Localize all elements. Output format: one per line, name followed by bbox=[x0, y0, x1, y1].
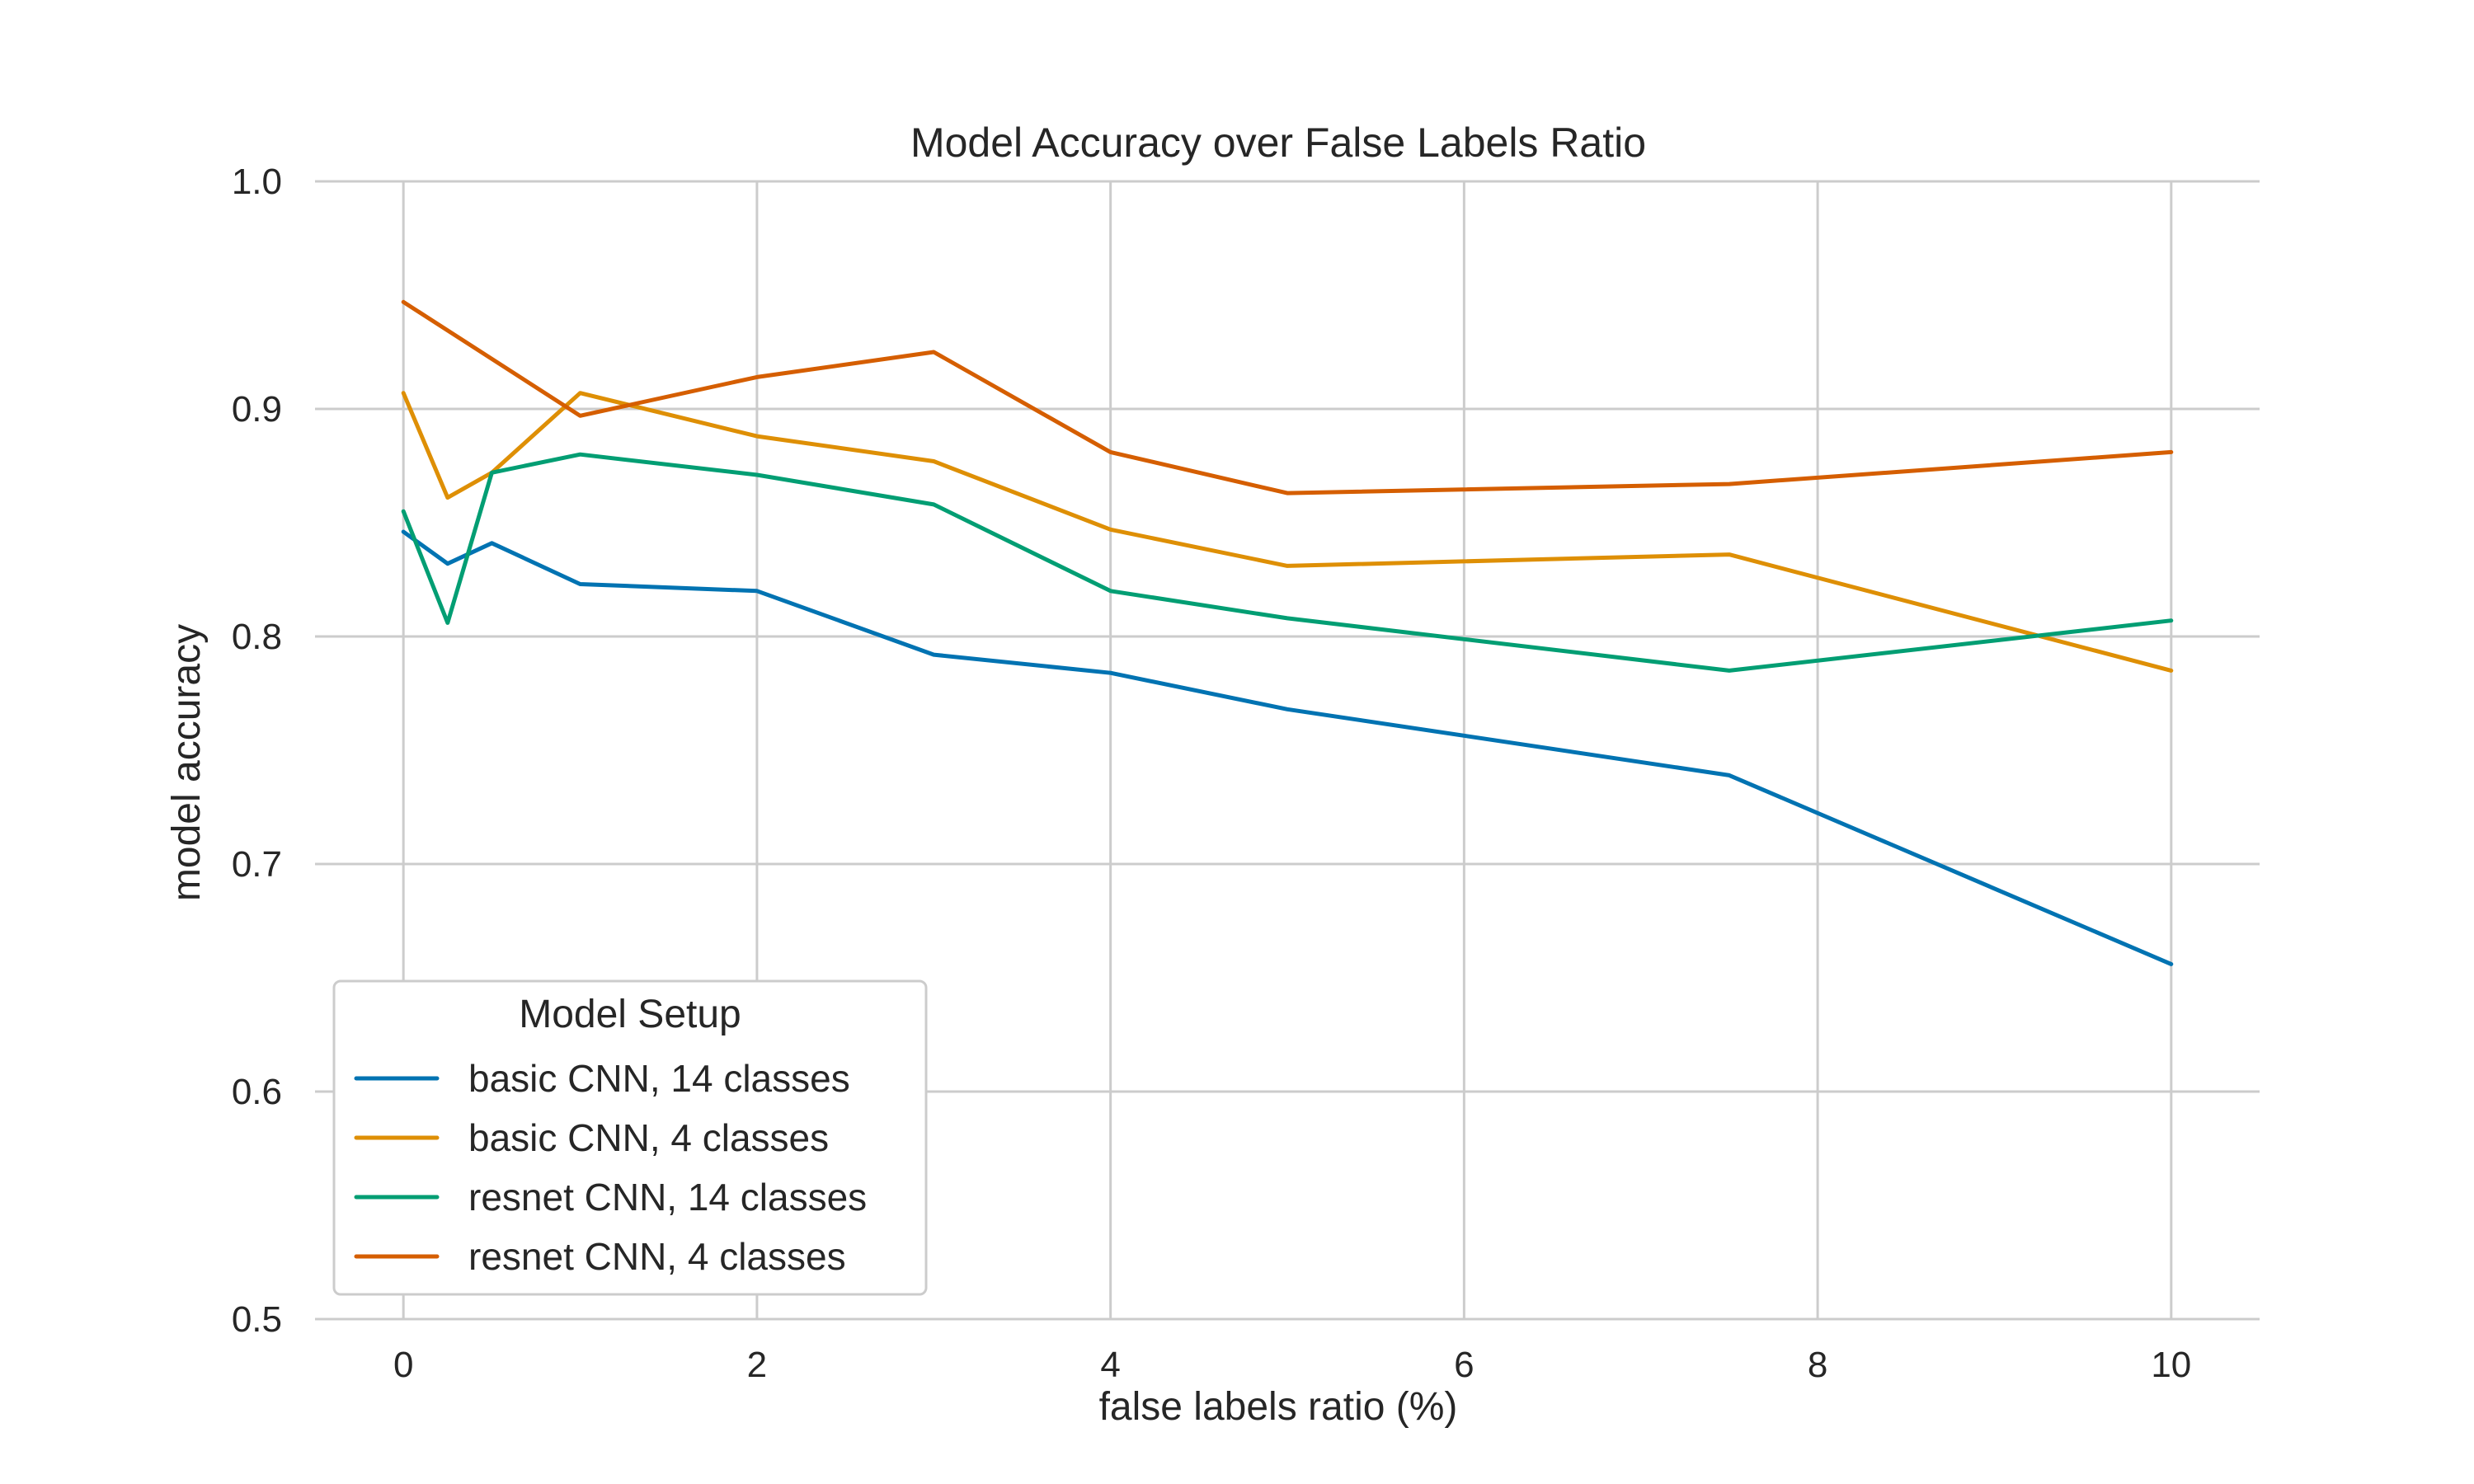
series-line-basic-cnn-4-classes bbox=[401, 391, 2174, 673]
y-tick-label: 0.8 bbox=[232, 617, 282, 657]
grid-lines bbox=[315, 180, 2260, 1321]
legend-label-resnet-cnn-14-classes: resnet CNN, 14 classes bbox=[468, 1176, 867, 1219]
tick-labels: 0.5 0.6 0.7 0.8 0.9 1.0 0 2 4 6 8 10 bbox=[232, 162, 2191, 1385]
legend-label-basic-cnn-4-classes: basic CNN, 4 classes bbox=[468, 1116, 829, 1159]
y-tick-label: 0.7 bbox=[232, 844, 282, 885]
series-lines bbox=[401, 299, 2174, 966]
y-tick-label: 0.6 bbox=[232, 1072, 282, 1112]
x-tick-label: 4 bbox=[1100, 1345, 1120, 1385]
y-axis-label: model accuracy bbox=[165, 624, 209, 901]
legend-label-resnet-cnn-4-classes: resnet CNN, 4 classes bbox=[468, 1235, 846, 1278]
x-tick-label: 6 bbox=[1454, 1345, 1474, 1385]
series-line-resnet-cnn-4-classes bbox=[401, 299, 2174, 495]
x-tick-label: 8 bbox=[1808, 1345, 1827, 1385]
y-tick-label: 0.9 bbox=[232, 389, 282, 430]
chart-title: Model Accuracy over False Labels Ratio bbox=[910, 120, 1646, 166]
x-tick-label: 2 bbox=[747, 1345, 767, 1385]
y-tick-label: 0.5 bbox=[232, 1299, 282, 1340]
legend-label-basic-cnn-14-classes: basic CNN, 14 classes bbox=[468, 1057, 850, 1100]
x-axis-label: false labels ratio (%) bbox=[1099, 1385, 1458, 1429]
y-tick-label: 1.0 bbox=[232, 162, 282, 202]
legend-title: Model Setup bbox=[519, 993, 741, 1036]
legend: Model Setup basic CNN, 14 classes basic C… bbox=[332, 979, 928, 1296]
x-tick-label: 10 bbox=[2151, 1345, 2191, 1385]
legend-box bbox=[332, 979, 928, 1296]
series-line-resnet-cnn-14-classes bbox=[401, 452, 2174, 673]
x-tick-label: 0 bbox=[393, 1345, 413, 1385]
